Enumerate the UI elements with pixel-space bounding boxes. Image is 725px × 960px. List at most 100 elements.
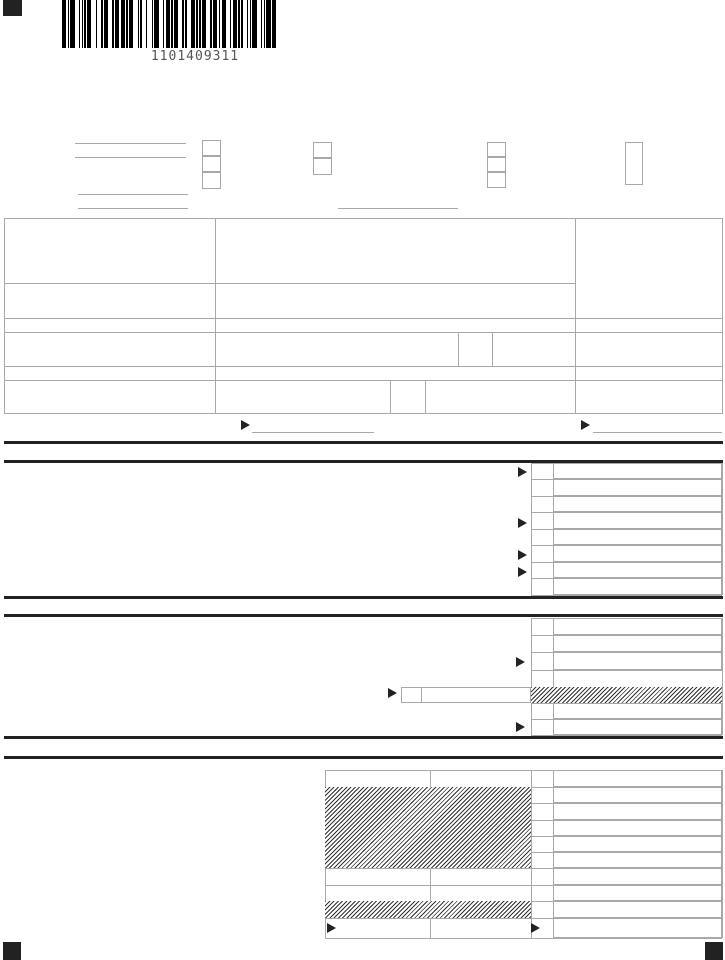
barcode-bar (196, 0, 198, 48)
triangle-right-arrow-icon (388, 688, 397, 698)
barcode-bar (199, 0, 201, 48)
amount-field[interactable] (553, 787, 722, 803)
amount-field[interactable] (553, 901, 722, 918)
triangle-right-arrow-icon (581, 420, 590, 430)
amount-field[interactable] (553, 463, 722, 479)
signature-line (593, 432, 722, 433)
amount-field[interactable] (553, 770, 722, 787)
checkbox[interactable] (202, 140, 221, 156)
amount-field[interactable] (553, 836, 722, 852)
barcode-bar (81, 0, 83, 48)
rule-line (722, 463, 723, 595)
header-input-line (78, 194, 188, 195)
barcode-bar (171, 0, 173, 48)
barcode-bar (162, 0, 165, 48)
amount-field[interactable] (553, 618, 722, 635)
rule-line (4, 366, 723, 367)
rule-line (531, 770, 532, 938)
barcode-bar (104, 0, 109, 48)
barcode (62, 0, 328, 48)
barcode-bar (112, 0, 114, 48)
amount-field[interactable] (553, 652, 722, 670)
barcode-bar (252, 0, 257, 48)
rule-line (4, 332, 723, 333)
amount-field[interactable] (553, 703, 722, 719)
barcode-bar (140, 0, 142, 48)
amount-field[interactable] (553, 803, 722, 820)
rule-line (325, 938, 722, 939)
barcode-bar (238, 0, 240, 48)
barcode-bar (151, 0, 153, 48)
amount-field[interactable] (553, 885, 722, 901)
rule-line (325, 770, 722, 771)
checkbox[interactable] (487, 172, 506, 188)
entry-box[interactable] (625, 142, 643, 185)
registration-mark-top-left (3, 0, 22, 16)
triangle-right-arrow-icon (531, 923, 540, 933)
registration-mark-bottom-right (705, 942, 723, 960)
triangle-right-arrow-icon (518, 467, 527, 477)
rule-line (531, 595, 722, 596)
amount-field[interactable] (553, 496, 722, 512)
triangle-right-arrow-icon (518, 567, 527, 577)
amount-field[interactable] (553, 820, 722, 836)
rule-line (425, 380, 426, 414)
barcode-bar (249, 0, 251, 48)
section-divider (4, 596, 723, 599)
rule-line (722, 770, 723, 938)
barcode-bar (165, 0, 170, 48)
shaded-area (325, 787, 531, 868)
barcode-bar (126, 0, 128, 48)
amount-field[interactable] (553, 918, 722, 938)
barcode-bar (272, 0, 277, 48)
entry-field[interactable] (401, 687, 531, 703)
checkbox[interactable] (202, 156, 221, 172)
shaded-area (325, 901, 531, 918)
rule-line (325, 885, 722, 886)
barcode-bar (210, 0, 212, 48)
amount-field[interactable] (553, 479, 722, 496)
checkbox[interactable] (313, 158, 332, 175)
checkbox[interactable] (313, 142, 332, 158)
amount-field[interactable] (553, 562, 722, 578)
amount-field[interactable] (553, 868, 722, 885)
barcode-bar (232, 0, 237, 48)
amount-field[interactable] (553, 719, 722, 735)
triangle-right-arrow-icon (518, 550, 527, 560)
barcode-bar (266, 0, 271, 48)
rule-line (531, 618, 532, 735)
barcode-bar (260, 0, 263, 48)
rule-line (390, 380, 391, 414)
section-divider (4, 736, 723, 739)
amount-field[interactable] (553, 852, 722, 868)
barcode-bar (115, 0, 120, 48)
amount-field[interactable] (553, 512, 722, 529)
barcode-bar (62, 0, 67, 48)
triangle-right-arrow-icon (327, 923, 336, 933)
rule-line (722, 618, 723, 735)
barcode-bar (182, 0, 184, 48)
rule-line (4, 318, 723, 319)
rule-line (531, 670, 722, 671)
rule-line (458, 332, 459, 366)
barcode-bar (241, 0, 243, 48)
rule-line (325, 868, 722, 869)
amount-field[interactable] (553, 545, 722, 562)
amount-field[interactable] (553, 529, 722, 545)
barcode-bar (87, 0, 92, 48)
checkbox[interactable] (202, 172, 221, 189)
barcode-bar (202, 0, 207, 48)
barcode-bar (263, 0, 265, 48)
checkbox[interactable] (487, 157, 506, 172)
rule-line (215, 218, 216, 414)
amount-field[interactable] (553, 635, 722, 652)
barcode-bar (95, 0, 97, 48)
header-input-line (338, 208, 458, 209)
registration-mark-bottom-left (3, 942, 21, 960)
rule-line (4, 380, 723, 381)
amount-field[interactable] (553, 578, 722, 595)
checkbox[interactable] (487, 142, 506, 157)
taxpayer-info-table[interactable] (4, 218, 723, 414)
barcode-bar (174, 0, 179, 48)
barcode-bar (120, 0, 125, 48)
